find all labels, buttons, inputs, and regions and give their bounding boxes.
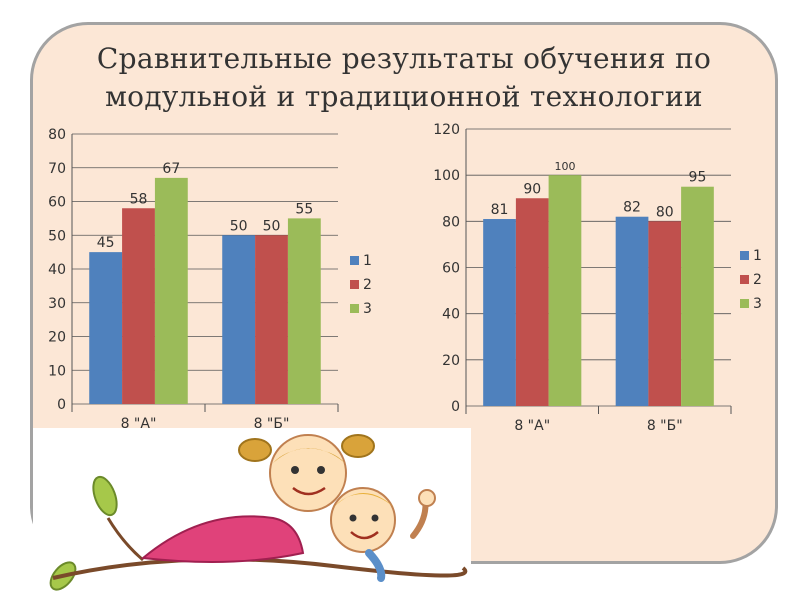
chart0-legend-label-1: 2 [363,277,372,293]
chart0-legend-swatch-2 [350,304,359,313]
chart1-bar-0-2 [548,175,582,406]
chart0-ytick-2: 20 [48,330,66,346]
chart0-bar-1-2 [287,218,321,404]
slide-title: Сравнительные результаты обучения по мод… [40,40,768,116]
chart0-bar-1-1 [255,235,288,404]
chart0-ytick-1: 10 [48,363,66,379]
two-children-cartoon-icon [49,434,468,591]
chart0-bar-0-0 [89,252,123,404]
chart0-legend-label-0: 1 [363,253,372,269]
chart1-data-label-1-1: 80 [656,204,674,220]
chart0-bar-1-0 [222,235,256,404]
chart1-ytick-5: 100 [433,168,460,184]
chart-traditional: 0 20 40 60 80 100 120 81 90 100 8 "А" 82 80 95 8 "Б" 1 2… [433,122,762,434]
chart1-bar-1-2 [681,186,714,406]
chart1-ytick-4: 80 [442,214,460,230]
chart1-bar-0-0 [483,219,516,406]
chart1-data-label-1-0: 82 [623,200,641,216]
title-line-1: Сравнительные результаты обучения по [96,42,712,75]
chart0-bar-0-1 [122,208,155,404]
chart1-category-label-1: 8 "Б" [647,418,683,434]
chart1-data-label-1-2: 95 [689,170,707,186]
chart1-data-label-0-2: 100 [554,160,575,173]
chart1-legend-label-0: 1 [753,248,762,264]
chart0-data-label-1-1: 50 [263,218,281,234]
chart0-ytick-3: 30 [48,296,66,312]
chart0-ytick-0: 0 [57,397,66,413]
children-illustration [33,428,471,600]
chart1-bar-1-0 [615,216,649,406]
chart0-ytick-4: 40 [48,262,66,278]
chart0-legend-label-2: 3 [363,301,372,317]
chart0-legend-swatch-1 [350,280,359,289]
chart1-ytick-0: 0 [451,399,460,415]
title-line-2: модульной и традиционной технологии [105,80,703,113]
chart0-data-label-0-0: 45 [97,235,115,251]
chart1-legend-label-1: 2 [753,272,762,288]
chart1-legend-swatch-1 [740,275,749,284]
chart0-bar-0-2 [154,177,188,404]
chart1-data-label-0-1: 90 [523,181,541,197]
chart0-ytick-6: 60 [48,195,66,211]
chart0-ytick-5: 50 [48,228,66,244]
chart1-ytick-1: 20 [442,353,460,369]
chart1-legend-swatch-0 [740,251,749,260]
chart1-ytick-2: 40 [442,307,460,323]
chart1-category-label-0: 8 "А" [514,418,550,434]
chart1-bar-1-1 [648,221,682,406]
chart0-data-label-1-0: 50 [230,218,248,234]
chart0-data-label-0-2: 67 [162,161,180,177]
chart1-legend-label-2: 3 [753,296,762,312]
chart0-data-label-0-1: 58 [130,191,148,207]
chart1-ytick-6: 120 [433,122,460,138]
chart0-data-label-1-2: 55 [295,201,313,217]
chart1-bar-0-1 [515,198,549,406]
chart0-ytick-7: 70 [48,161,66,177]
chart0-legend-swatch-0 [350,256,359,265]
chart1-data-label-0-0: 81 [491,202,509,218]
chart1-legend-swatch-2 [740,299,749,308]
chart0-ytick-8: 80 [48,127,66,143]
chart1-ytick-3: 60 [442,261,460,277]
